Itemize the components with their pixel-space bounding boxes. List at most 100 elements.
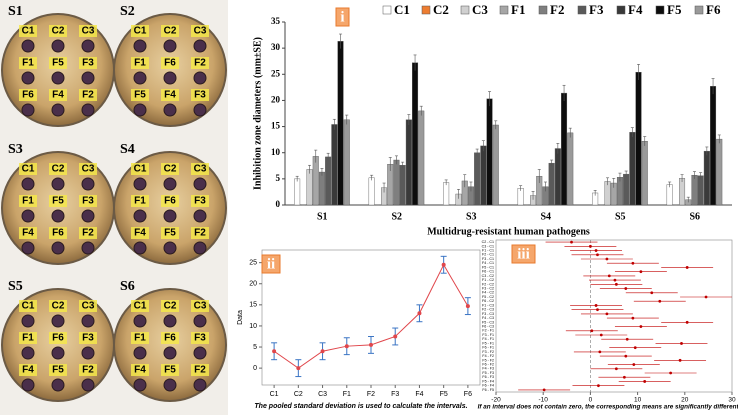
sample-label: S3	[8, 142, 23, 157]
well-label: C1	[22, 301, 35, 312]
point	[590, 329, 594, 333]
bar	[343, 119, 350, 206]
well	[193, 39, 207, 53]
well-label-bg	[49, 332, 67, 344]
well-label-bg	[19, 163, 37, 175]
well-label-bg	[131, 89, 149, 101]
well-label-bg	[161, 195, 179, 207]
well-label-bg	[79, 195, 97, 207]
bar	[325, 156, 332, 206]
row-label: F5 - C1	[482, 265, 494, 269]
well-label-bg	[19, 227, 37, 239]
well-label: F2	[194, 228, 206, 239]
y-tick-label: 0	[253, 365, 257, 372]
row-label: F3 - C1	[482, 257, 494, 261]
point	[598, 350, 602, 354]
point	[369, 342, 373, 347]
well-label: F5	[164, 228, 176, 239]
row-label: F6 - F2	[482, 363, 494, 367]
well-label: F5	[134, 90, 146, 101]
point	[272, 349, 277, 354]
row-label: F4 - C2	[482, 291, 494, 295]
bar	[567, 132, 574, 206]
well	[51, 177, 65, 191]
well-label: F5	[52, 58, 64, 69]
y-tick-label: 15	[249, 302, 257, 309]
y-tick-label: 25	[249, 260, 257, 267]
x-tick-label: F5	[440, 391, 448, 398]
row-label: F3 - C3	[482, 312, 494, 316]
row-label: C2 - C1	[482, 240, 494, 244]
x-tick-label: 10	[634, 397, 642, 404]
x-tick-label: S6	[689, 211, 700, 222]
well-label-bg	[79, 57, 97, 69]
well-label: F5	[52, 196, 64, 207]
well-label-bg	[49, 195, 67, 207]
point	[596, 253, 599, 257]
row-label: F1 - C3	[482, 303, 494, 307]
well-label: F1	[134, 58, 146, 69]
well	[193, 378, 207, 392]
row-label: F4 - C1	[482, 261, 494, 265]
point	[622, 375, 626, 379]
well-label: F3	[194, 196, 206, 207]
bar	[716, 138, 723, 206]
point	[658, 299, 662, 303]
row-label: F4 - C3	[482, 316, 494, 320]
row-label: F6 - F3	[482, 375, 494, 379]
well-label-bg	[49, 25, 67, 37]
well-label-bg	[79, 300, 97, 312]
bar	[554, 148, 561, 206]
y-tick-label: 10	[271, 147, 281, 157]
well-label-bg	[191, 89, 209, 101]
legend-label: C3	[472, 2, 488, 17]
well-label: F5	[164, 365, 176, 376]
well-label: F2	[82, 228, 94, 239]
point	[542, 388, 546, 392]
point	[570, 240, 573, 244]
point	[589, 244, 592, 248]
x-tick-label: 0	[589, 397, 593, 404]
well	[133, 177, 147, 191]
well-label-bg	[49, 57, 67, 69]
well-label: F4	[22, 365, 34, 376]
well-label: F2	[82, 90, 94, 101]
point	[632, 363, 636, 366]
well	[81, 378, 95, 392]
well-label: C1	[134, 301, 147, 312]
well	[21, 209, 35, 223]
panel-label-bg	[511, 244, 536, 264]
well-label: C3	[194, 301, 207, 312]
well	[163, 314, 177, 328]
point	[594, 249, 598, 252]
point	[296, 366, 301, 371]
legend-label: F5	[667, 2, 682, 17]
row-label: F6 - C3	[482, 325, 494, 329]
well-label-bg	[161, 163, 179, 175]
well	[163, 346, 177, 360]
sample-label: S1	[8, 4, 23, 19]
row-label: F3 - C2	[482, 287, 494, 291]
bar	[318, 171, 325, 206]
well	[81, 71, 95, 85]
bar	[641, 141, 648, 206]
well-label: F1	[22, 196, 34, 207]
well	[21, 346, 35, 360]
point	[599, 333, 603, 337]
well-label-bg	[79, 163, 97, 175]
x-tick-label: F4	[415, 391, 423, 398]
legend-label: F4	[628, 2, 643, 17]
well-label-bg	[191, 57, 209, 69]
point	[607, 274, 611, 278]
row-label: F1 - C1	[482, 249, 494, 253]
bar	[486, 98, 493, 206]
well-label-bg	[161, 57, 179, 69]
row-label: F5 - F4	[482, 379, 494, 383]
point	[624, 287, 628, 290]
point	[650, 291, 654, 295]
bar	[405, 119, 412, 206]
well-label-bg	[161, 25, 179, 37]
well-label: C3	[82, 301, 95, 312]
x-tick-label: -20	[491, 397, 501, 404]
legend-swatch	[382, 5, 392, 15]
